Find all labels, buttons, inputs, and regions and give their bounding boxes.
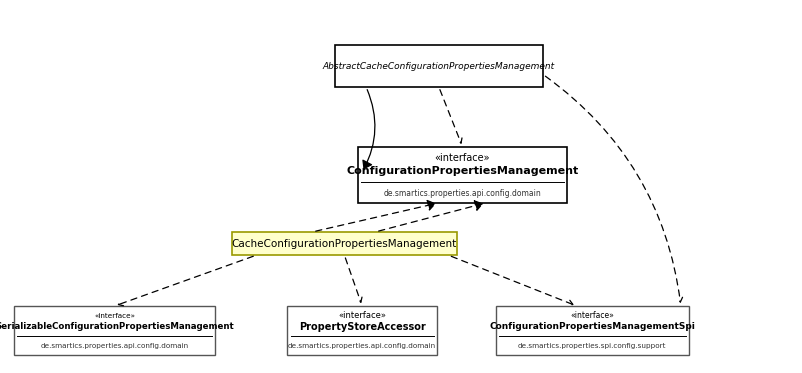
FancyBboxPatch shape	[358, 147, 566, 203]
FancyBboxPatch shape	[287, 306, 436, 355]
Text: ConfigurationPropertiesManagement: ConfigurationPropertiesManagement	[346, 166, 578, 176]
Text: «interface»: «interface»	[94, 313, 135, 319]
Text: «interface»: «interface»	[338, 311, 386, 320]
Text: ConfigurationPropertiesManagementSpi: ConfigurationPropertiesManagementSpi	[488, 322, 695, 332]
Text: SerializableConfigurationPropertiesManagement: SerializableConfigurationPropertiesManag…	[0, 322, 233, 332]
Text: de.smartics.properties.api.config.domain: de.smartics.properties.api.config.domain	[288, 344, 435, 350]
Text: PropertyStoreAccessor: PropertyStoreAccessor	[298, 322, 425, 332]
Text: «interface»: «interface»	[434, 153, 490, 163]
Text: AbstractCacheConfigurationPropertiesManagement: AbstractCacheConfigurationPropertiesMana…	[322, 62, 554, 71]
FancyBboxPatch shape	[496, 306, 688, 355]
Text: de.smartics.properties.api.config.domain: de.smartics.properties.api.config.domain	[41, 344, 188, 350]
Text: CacheConfigurationPropertiesManagement: CacheConfigurationPropertiesManagement	[232, 239, 456, 248]
Text: de.smartics.properties.api.config.domain: de.smartics.properties.api.config.domain	[383, 189, 541, 198]
Text: «interface»: «interface»	[569, 311, 614, 320]
FancyBboxPatch shape	[14, 306, 215, 355]
FancyBboxPatch shape	[334, 46, 542, 87]
FancyBboxPatch shape	[232, 232, 456, 255]
Text: de.smartics.properties.spi.config.support: de.smartics.properties.spi.config.suppor…	[517, 344, 666, 350]
